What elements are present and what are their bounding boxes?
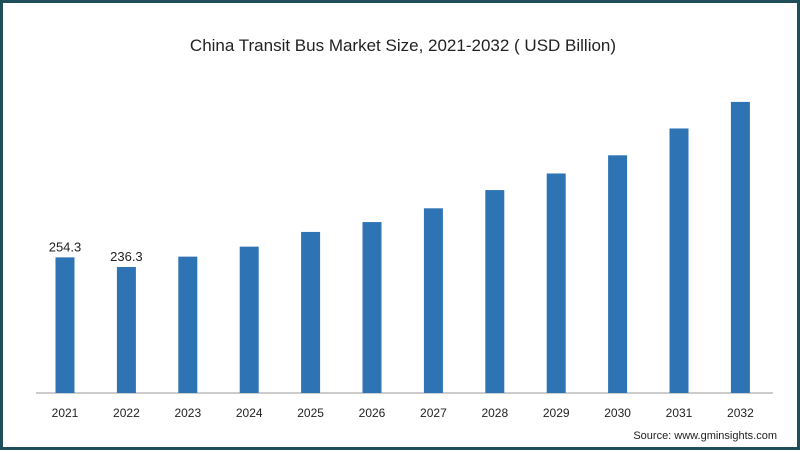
x-tick-label: 2023 [174,406,201,420]
bar-2028 [485,190,505,393]
bar-2022 [116,266,136,393]
x-tick-label: 2024 [236,406,263,420]
bar-chart: 2021 254.3 2022 236.3 2023 2024 2025 2026 2027 20… [36,101,773,420]
x-tick-label: 2027 [420,406,447,420]
source-note: Source: www.gminsights.com [633,430,777,442]
bar-2031 [669,128,689,393]
bar-2021 [55,257,75,393]
bar-2025 [301,231,321,393]
bar-2024 [239,246,259,393]
x-tick-label: 2031 [666,406,693,420]
x-tick-label: 2029 [543,406,570,420]
chart-title: China Transit Bus Market Size, 2021-2032… [189,36,617,55]
x-tick-label: 2032 [727,406,754,420]
x-tick-label: 2028 [481,406,508,420]
data-label: 254.3 [49,239,82,254]
x-tick-label: 2021 [52,406,79,420]
x-tick-label: 2026 [359,406,386,420]
data-label: 236.3 [110,249,143,264]
bar-2026 [362,222,382,393]
bar-2027 [423,208,443,393]
x-tick-label: 2025 [297,406,324,420]
bar-2023 [178,256,198,393]
bar-2029 [546,173,566,393]
x-tick-label: 2030 [604,406,631,420]
bar-2030 [608,155,628,393]
bar-2032 [730,101,750,393]
x-tick-label: 2022 [113,406,140,420]
